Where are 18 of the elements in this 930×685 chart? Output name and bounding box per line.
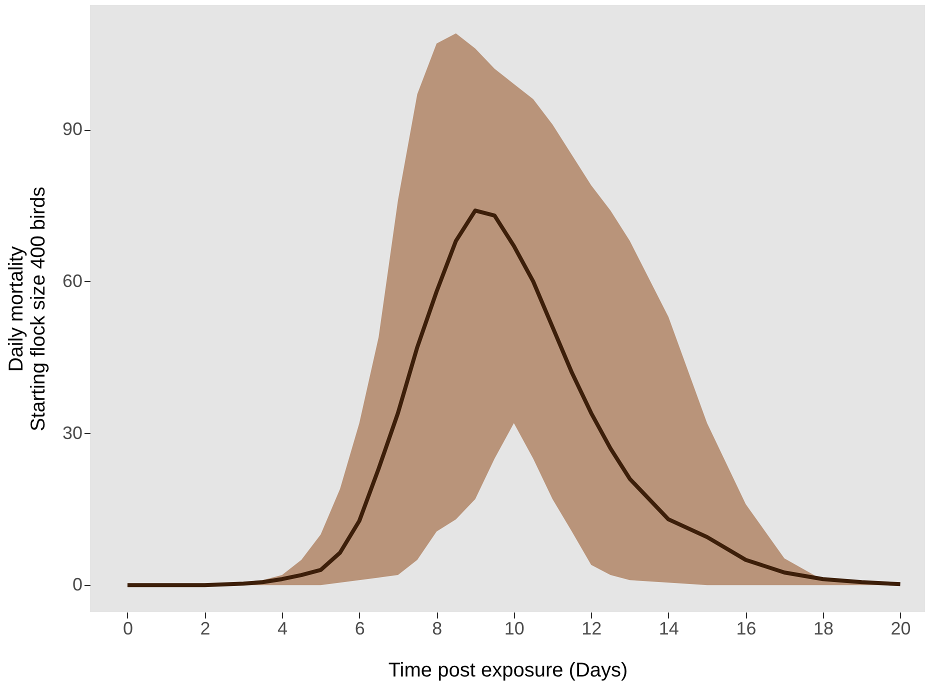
- x-tick-label: 2: [200, 618, 210, 638]
- x-tick-label: 8: [432, 618, 442, 638]
- x-tick-label: 6: [354, 618, 365, 638]
- y-axis-title: Daily mortality Starting flock size 400 birds: [5, 186, 50, 432]
- x-tick-label: 10: [504, 618, 524, 638]
- x-tick-label: 4: [278, 618, 288, 638]
- x-axis-title: Time post exposure (Days): [388, 660, 628, 682]
- y-tick-label: 0: [72, 574, 82, 595]
- x-tick-label: 20: [890, 618, 911, 638]
- line-series: [125, 208, 902, 588]
- x-tick-label: 0: [122, 618, 133, 638]
- x-tick-label: 12: [582, 618, 602, 638]
- x-tick-label: 16: [736, 618, 756, 638]
- x-tick-label: 14: [658, 618, 679, 638]
- x-tick-label: 18: [813, 618, 834, 638]
- y-tick-label: 30: [62, 422, 82, 443]
- y-tick-label: 60: [62, 270, 82, 291]
- y-tick-label: 90: [62, 119, 82, 140]
